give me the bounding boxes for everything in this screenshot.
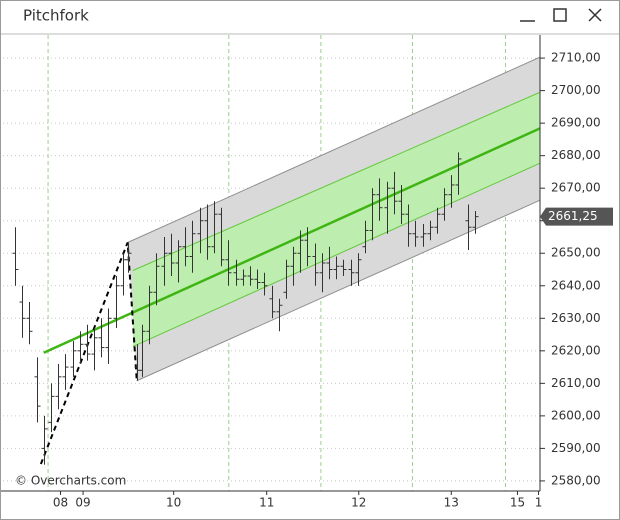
y-tick-label: 2640,00 bbox=[551, 278, 601, 292]
y-tick-label: 2680,00 bbox=[551, 148, 601, 162]
x-tick-label: 13 bbox=[444, 496, 459, 510]
inner-line bbox=[132, 162, 541, 348]
close-button[interactable] bbox=[588, 8, 602, 22]
x-tick-label: 10 bbox=[166, 496, 181, 510]
outer-line bbox=[136, 199, 541, 382]
median-line bbox=[43, 127, 541, 354]
price-tag bbox=[540, 207, 613, 226]
y-tick-label: 2580,00 bbox=[551, 473, 601, 487]
x-tick-label: 1 bbox=[535, 496, 543, 510]
x-tick-label: 15 bbox=[510, 496, 525, 510]
watermark: © Overcharts.com bbox=[15, 474, 126, 488]
plot-area bbox=[3, 35, 541, 491]
x-tick-label: 09 bbox=[75, 496, 90, 510]
y-tick-label: 2690,00 bbox=[551, 116, 601, 130]
pivot-line bbox=[39, 242, 138, 465]
window-title: Pitchfork bbox=[23, 7, 89, 25]
y-tick-label: 2670,00 bbox=[551, 181, 601, 195]
y-tick-label: 2650,00 bbox=[551, 246, 601, 260]
y-tick-label: 2600,00 bbox=[551, 408, 601, 422]
y-tick-label: 2700,00 bbox=[551, 83, 601, 97]
y-tick-label: 2630,00 bbox=[551, 311, 601, 325]
y-tick-label: 2610,00 bbox=[551, 376, 601, 390]
y-tick-label: 2710,00 bbox=[551, 51, 601, 65]
price-tag-label: 2661,25 bbox=[548, 209, 598, 223]
y-tick-label: 2620,00 bbox=[551, 343, 601, 357]
maximize-button[interactable] bbox=[553, 8, 567, 22]
x-tick-label: 08 bbox=[53, 496, 68, 510]
x-tick-label: 11 bbox=[259, 496, 274, 510]
x-tick-label: 12 bbox=[351, 496, 366, 510]
outer-line bbox=[127, 56, 541, 243]
y-tick-label: 2590,00 bbox=[551, 441, 601, 455]
